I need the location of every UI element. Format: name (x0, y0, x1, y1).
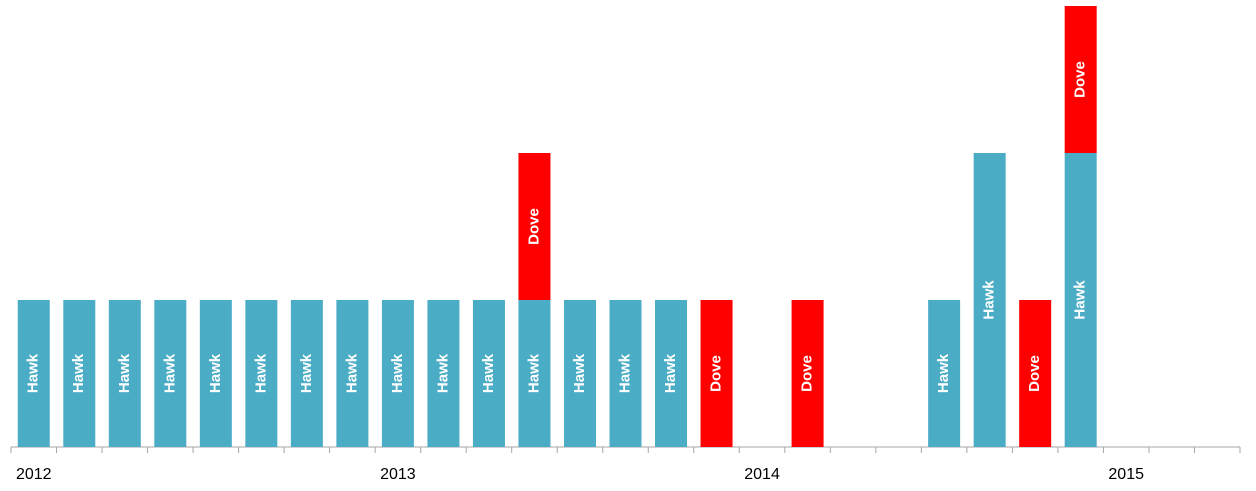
bar-segment (563, 300, 596, 447)
segment-label: Hawk (981, 280, 998, 320)
bar-segment (791, 300, 824, 447)
x-tick-label: 2013 (380, 466, 416, 483)
segment-label: Dove (1072, 61, 1089, 98)
segment-label: Hawk (616, 353, 633, 393)
bar-segment (199, 300, 232, 447)
segment-label: Hawk (252, 353, 269, 393)
bar-segment (154, 300, 187, 447)
segment-label: Hawk (298, 353, 315, 393)
segment-label: Hawk (25, 353, 42, 393)
bar-segment (17, 300, 50, 447)
segment-label: Dove (799, 355, 816, 392)
segment-label: Hawk (389, 353, 406, 393)
bar-segment (245, 300, 278, 447)
segment-label: Hawk (525, 353, 542, 393)
segment-label: Hawk (935, 353, 952, 393)
bar-segment (63, 300, 96, 447)
x-tick-label: 2012 (16, 466, 52, 483)
bar-segment (700, 300, 733, 447)
bar-segment (108, 300, 141, 447)
segment-label: Hawk (662, 353, 679, 393)
segment-label: Hawk (571, 353, 588, 393)
x-tick-label: 2014 (744, 466, 780, 483)
bar-segment (472, 300, 505, 447)
segment-label: Dove (1026, 355, 1043, 392)
segment-label: Hawk (70, 353, 87, 393)
bar-segment (518, 153, 551, 300)
bar-segment (1064, 153, 1097, 447)
segment-label: Hawk (434, 353, 451, 393)
bar-segment (336, 300, 369, 447)
bar-segment (1019, 300, 1052, 447)
bar-segment (655, 300, 688, 447)
segment-label: Hawk (480, 353, 497, 393)
segment-label: Dove (525, 208, 542, 245)
bar-segment (609, 300, 642, 447)
bar-segment (427, 300, 460, 447)
segment-label: Hawk (1072, 280, 1089, 320)
bar-segment (290, 300, 323, 447)
bar-segment (518, 300, 551, 447)
bar-segment (381, 300, 414, 447)
bar-segment (1064, 6, 1097, 153)
segment-label: Hawk (343, 353, 360, 393)
segment-label: Hawk (207, 353, 224, 393)
segment-label: Hawk (161, 353, 178, 393)
bar-segment (973, 153, 1006, 447)
bar-segment (928, 300, 961, 447)
segment-label: Hawk (116, 353, 133, 393)
x-tick-label: 2015 (1108, 466, 1144, 483)
segment-label: Dove (708, 355, 725, 392)
